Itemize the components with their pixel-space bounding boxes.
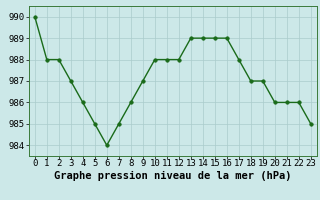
X-axis label: Graphe pression niveau de la mer (hPa): Graphe pression niveau de la mer (hPa) (54, 171, 292, 181)
